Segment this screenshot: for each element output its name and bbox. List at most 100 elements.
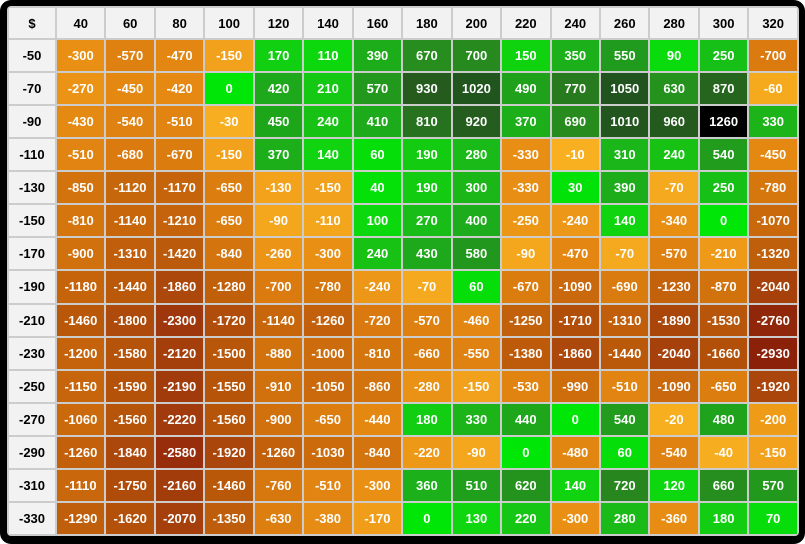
heatmap-cell--50-100: -150 — [205, 40, 253, 72]
row-label--90: -90 — [9, 106, 55, 138]
heatmap-cell--210-180: -570 — [403, 304, 451, 336]
heatmap-cell--150-240: -240 — [551, 205, 599, 237]
heatmap-cell--330-100: -1350 — [205, 502, 253, 534]
heatmap-cell--270-100: -1560 — [205, 403, 253, 435]
heatmap-cell--290-100: -1920 — [205, 436, 253, 468]
heatmap-cell--290-240: -480 — [551, 436, 599, 468]
heatmap-cell--330-220: 220 — [502, 502, 550, 534]
heatmap-cell--190-300: -870 — [699, 271, 748, 303]
heatmap-cell--270-180: 180 — [403, 403, 451, 435]
heatmap-cell--330-260: 280 — [600, 502, 649, 534]
table-row: -70 -270 -450 -420 0 420 210 570 930 1020 490 770 10… — [9, 73, 797, 105]
heatmap-cell--230-80: -2120 — [155, 337, 204, 369]
table-row: -210 -1460 -1800 -2300 -1720 -1140 -1260 -720 -5… — [9, 304, 797, 336]
heatmap-cell--190-220: -670 — [502, 271, 550, 303]
heatmap-cell--310-220: 620 — [502, 469, 550, 501]
heatmap-cell--110-120: 370 — [254, 139, 303, 171]
heatmap-cell--130-280: -70 — [650, 172, 698, 204]
heatmap-cell--150-280: -340 — [650, 205, 698, 237]
heatmap-cell--290-320: -150 — [749, 436, 797, 468]
heatmap-cell--190-160: -240 — [353, 271, 402, 303]
row-label--150: -150 — [9, 205, 55, 237]
heatmap-cell--170-220: -90 — [502, 238, 550, 270]
heatmap-cell--150-160: 100 — [353, 205, 402, 237]
heatmap-cell--310-200: 510 — [452, 469, 501, 501]
heatmap-cell--250-220: -530 — [502, 370, 550, 402]
column-header-220: 220 — [502, 8, 550, 38]
heatmap-cell--290-280: -540 — [650, 436, 698, 468]
heatmap-cell--230-60: -1580 — [106, 337, 154, 369]
column-header-200: 200 — [452, 8, 501, 38]
heatmap-cell--50-120: 170 — [254, 40, 303, 72]
heatmap-cell--130-140: -150 — [304, 172, 352, 204]
heatmap-cell--190-200: 60 — [452, 271, 501, 303]
heatmap-cell--250-60: -1590 — [106, 370, 154, 402]
row-label--310: -310 — [9, 469, 55, 501]
heatmap-cell--150-100: -650 — [205, 205, 253, 237]
heatmap-cell--90-300: 1260 — [699, 106, 748, 138]
heatmap-cell--170-240: -470 — [551, 238, 599, 270]
heatmap-cell--70-160: 570 — [353, 73, 402, 105]
heatmap-cell--270-60: -1560 — [106, 403, 154, 435]
heatmap-cell--50-180: 670 — [403, 40, 451, 72]
heatmap-cell--90-140: 240 — [304, 106, 352, 138]
heatmap-cell--210-220: -1250 — [502, 304, 550, 336]
heatmap-cell--170-80: -1420 — [155, 238, 204, 270]
heatmap-cell--190-80: -1860 — [155, 271, 204, 303]
heatmap-cell--70-260: 1050 — [600, 73, 649, 105]
header-row: $ 40 60 80 100 120 140 160 180 200 220 240 260 280 30… — [9, 8, 797, 38]
heatmap-cell--130-240: 30 — [551, 172, 599, 204]
heatmap-cell--290-180: -220 — [403, 436, 451, 468]
heatmap-cell--290-60: -1840 — [106, 436, 154, 468]
heatmap-cell--210-120: -1140 — [254, 304, 303, 336]
heatmap-cell--210-240: -1710 — [551, 304, 599, 336]
heatmap-cell--310-140: -510 — [304, 469, 352, 501]
heatmap-cell--290-200: -90 — [452, 436, 501, 468]
heatmap-cell--130-320: -780 — [749, 172, 797, 204]
heatmap-cell--230-280: -2040 — [650, 337, 698, 369]
heatmap-cell--90-180: 810 — [403, 106, 451, 138]
column-header-300: 300 — [699, 8, 748, 38]
heatmap-cell--230-320: -2930 — [749, 337, 797, 369]
heatmap-cell--290-80: -2580 — [155, 436, 204, 468]
heatmap-cell--150-200: 400 — [452, 205, 501, 237]
heatmap-cell--310-100: -1460 — [205, 469, 253, 501]
heatmap-cell--170-180: 430 — [403, 238, 451, 270]
heatmap-cell--270-160: -440 — [353, 403, 402, 435]
row-label--290: -290 — [9, 436, 55, 468]
heatmap-cell--90-80: -510 — [155, 106, 204, 138]
heatmap-cell--270-280: -20 — [650, 403, 698, 435]
heatmap-cell--90-320: 330 — [749, 106, 797, 138]
heatmap-cell--50-140: 110 — [304, 40, 352, 72]
heatmap-cell--50-80: -470 — [155, 40, 204, 72]
heatmap-cell--130-40: -850 — [57, 172, 105, 204]
table-row: -170 -900 -1310 -1420 -840 -260 -300 240 430 580-… — [9, 238, 797, 270]
heatmap-cell--250-180: -280 — [403, 370, 451, 402]
heatmap-cell--210-280: -1890 — [650, 304, 698, 336]
heatmap-cell--290-140: -1030 — [304, 436, 352, 468]
table-row: -230 -1200 -1580 -2120 -1500 -880 -1000 -810 -66… — [9, 337, 797, 369]
heatmap-cell--110-160: 60 — [353, 139, 402, 171]
heatmap-cell--190-260: -690 — [600, 271, 649, 303]
heatmap-cell--50-40: -300 — [57, 40, 105, 72]
heatmap-cell--70-40: -270 — [57, 73, 105, 105]
column-header-240: 240 — [551, 8, 599, 38]
table-row: -190 -1180 -1440 -1860 -1280 -700 -780 -240 -70 6… — [9, 271, 797, 303]
heatmap-cell--110-40: -510 — [57, 139, 105, 171]
heatmap-cell--170-160: 240 — [353, 238, 402, 270]
heatmap-cell--270-140: -650 — [304, 403, 352, 435]
heatmap-cell--90-260: 1010 — [600, 106, 649, 138]
table-row: -50 -300 -570 -470 -150 170 110 390 670 700 150 350… — [9, 40, 797, 72]
heatmap-cell--150-180: 270 — [403, 205, 451, 237]
heatmap-cell--190-140: -780 — [304, 271, 352, 303]
heatmap-cell--230-120: -880 — [254, 337, 303, 369]
heatmap-cell--130-120: -130 — [254, 172, 303, 204]
heatmap-cell--190-40: -1180 — [57, 271, 105, 303]
heatmap-cell--190-100: -1280 — [205, 271, 253, 303]
heatmap-cell--130-180: 190 — [403, 172, 451, 204]
heatmap-cell--130-100: -650 — [205, 172, 253, 204]
heatmap-cell--290-120: -1260 — [254, 436, 303, 468]
heatmap-cell--70-180: 930 — [403, 73, 451, 105]
heatmap-cell--70-320: -60 — [749, 73, 797, 105]
heatmap-cell--230-200: -550 — [452, 337, 501, 369]
